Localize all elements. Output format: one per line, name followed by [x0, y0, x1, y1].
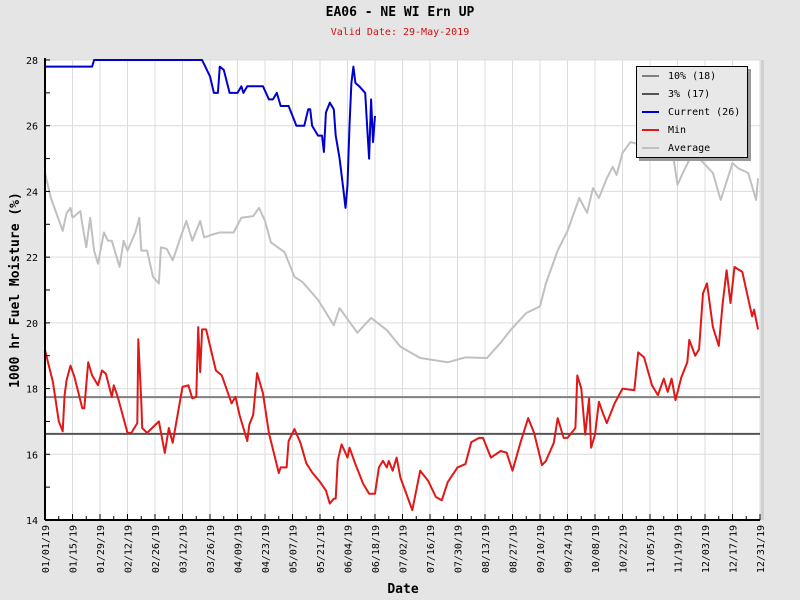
- legend-label: Average: [668, 142, 711, 154]
- x-tick-label: 11/19/19: [674, 525, 685, 573]
- legend-swatch: [642, 75, 659, 77]
- legend-label: Min: [668, 124, 687, 136]
- y-tick-label: 24: [26, 187, 38, 198]
- legend-label: Current (26): [668, 106, 741, 118]
- x-axis-label: Date: [387, 582, 418, 597]
- x-tick-label: 08/13/19: [481, 525, 492, 573]
- x-tick-label: 04/23/19: [261, 525, 272, 573]
- legend-item-3pct: 3% (17): [637, 85, 747, 103]
- y-tick-label: 14: [26, 516, 38, 527]
- x-tick-label: 12/17/19: [729, 525, 740, 573]
- legend-swatch: [642, 129, 659, 131]
- x-tick-label: 04/09/19: [234, 525, 245, 573]
- x-tick-label: 03/26/19: [206, 525, 217, 573]
- x-tick-label: 10/08/19: [591, 525, 602, 573]
- x-tick-label: 01/29/19: [96, 525, 107, 573]
- y-axis-label: 1000 hr Fuel Moisture (%): [8, 192, 23, 388]
- x-tick-label: 02/26/19: [151, 525, 162, 573]
- y-tick-label: 26: [26, 122, 38, 133]
- x-tick-label: 05/21/19: [316, 525, 327, 573]
- legend-swatch: [642, 147, 659, 149]
- legend-item-current: Current (26): [637, 103, 747, 121]
- y-tick-label: 18: [26, 385, 38, 396]
- x-tick-label: 01/15/19: [69, 525, 80, 573]
- y-tick-label: 28: [26, 56, 38, 67]
- y-tick-label: 16: [26, 450, 38, 461]
- x-tick-label: 06/04/19: [344, 525, 355, 573]
- x-tick-label: 11/05/19: [646, 525, 657, 573]
- x-tick-label: 05/07/19: [289, 525, 300, 573]
- x-tick-label: 03/12/19: [179, 525, 190, 573]
- y-tick-label: 22: [26, 253, 38, 264]
- series-line-min: [44, 266, 759, 512]
- x-tick-label: 06/18/19: [371, 525, 382, 573]
- series-line-average: [44, 141, 759, 364]
- x-tick-label: 02/12/19: [124, 525, 135, 573]
- x-tick-label: 10/22/19: [619, 525, 630, 573]
- legend-label: 3% (17): [668, 88, 711, 100]
- legend-swatch: [642, 111, 659, 113]
- plot-right-edge: [761, 60, 764, 520]
- x-tick-label: 01/01/19: [41, 525, 52, 573]
- x-tick-label: 07/02/19: [399, 525, 410, 573]
- x-tick-label: 08/27/19: [509, 525, 520, 573]
- chart-subtitle: Valid Date: 29-May-2019: [330, 27, 470, 38]
- series-line-current-26: [45, 59, 376, 209]
- legend-item-average: Average: [637, 139, 747, 157]
- x-tick-label: 07/16/19: [426, 525, 437, 573]
- x-tick-label: 09/24/19: [564, 525, 575, 573]
- legend-swatch: [642, 93, 659, 95]
- y-tick-label: 20: [26, 319, 38, 330]
- x-tick-label: 09/10/19: [536, 525, 547, 573]
- chart-title: EA06 - NE WI Ern UP: [325, 5, 475, 20]
- legend-label: 10% (18): [668, 70, 717, 82]
- legend-item-min: Min: [637, 121, 747, 139]
- x-tick-label: 12/03/19: [701, 525, 712, 573]
- x-tick-label: 07/30/19: [454, 525, 465, 573]
- legend: 10% (18) 3% (17) Current (26) Min Averag…: [636, 66, 748, 158]
- legend-item-10pct: 10% (18): [637, 67, 747, 85]
- x-tick-label: 12/31/19: [756, 525, 767, 573]
